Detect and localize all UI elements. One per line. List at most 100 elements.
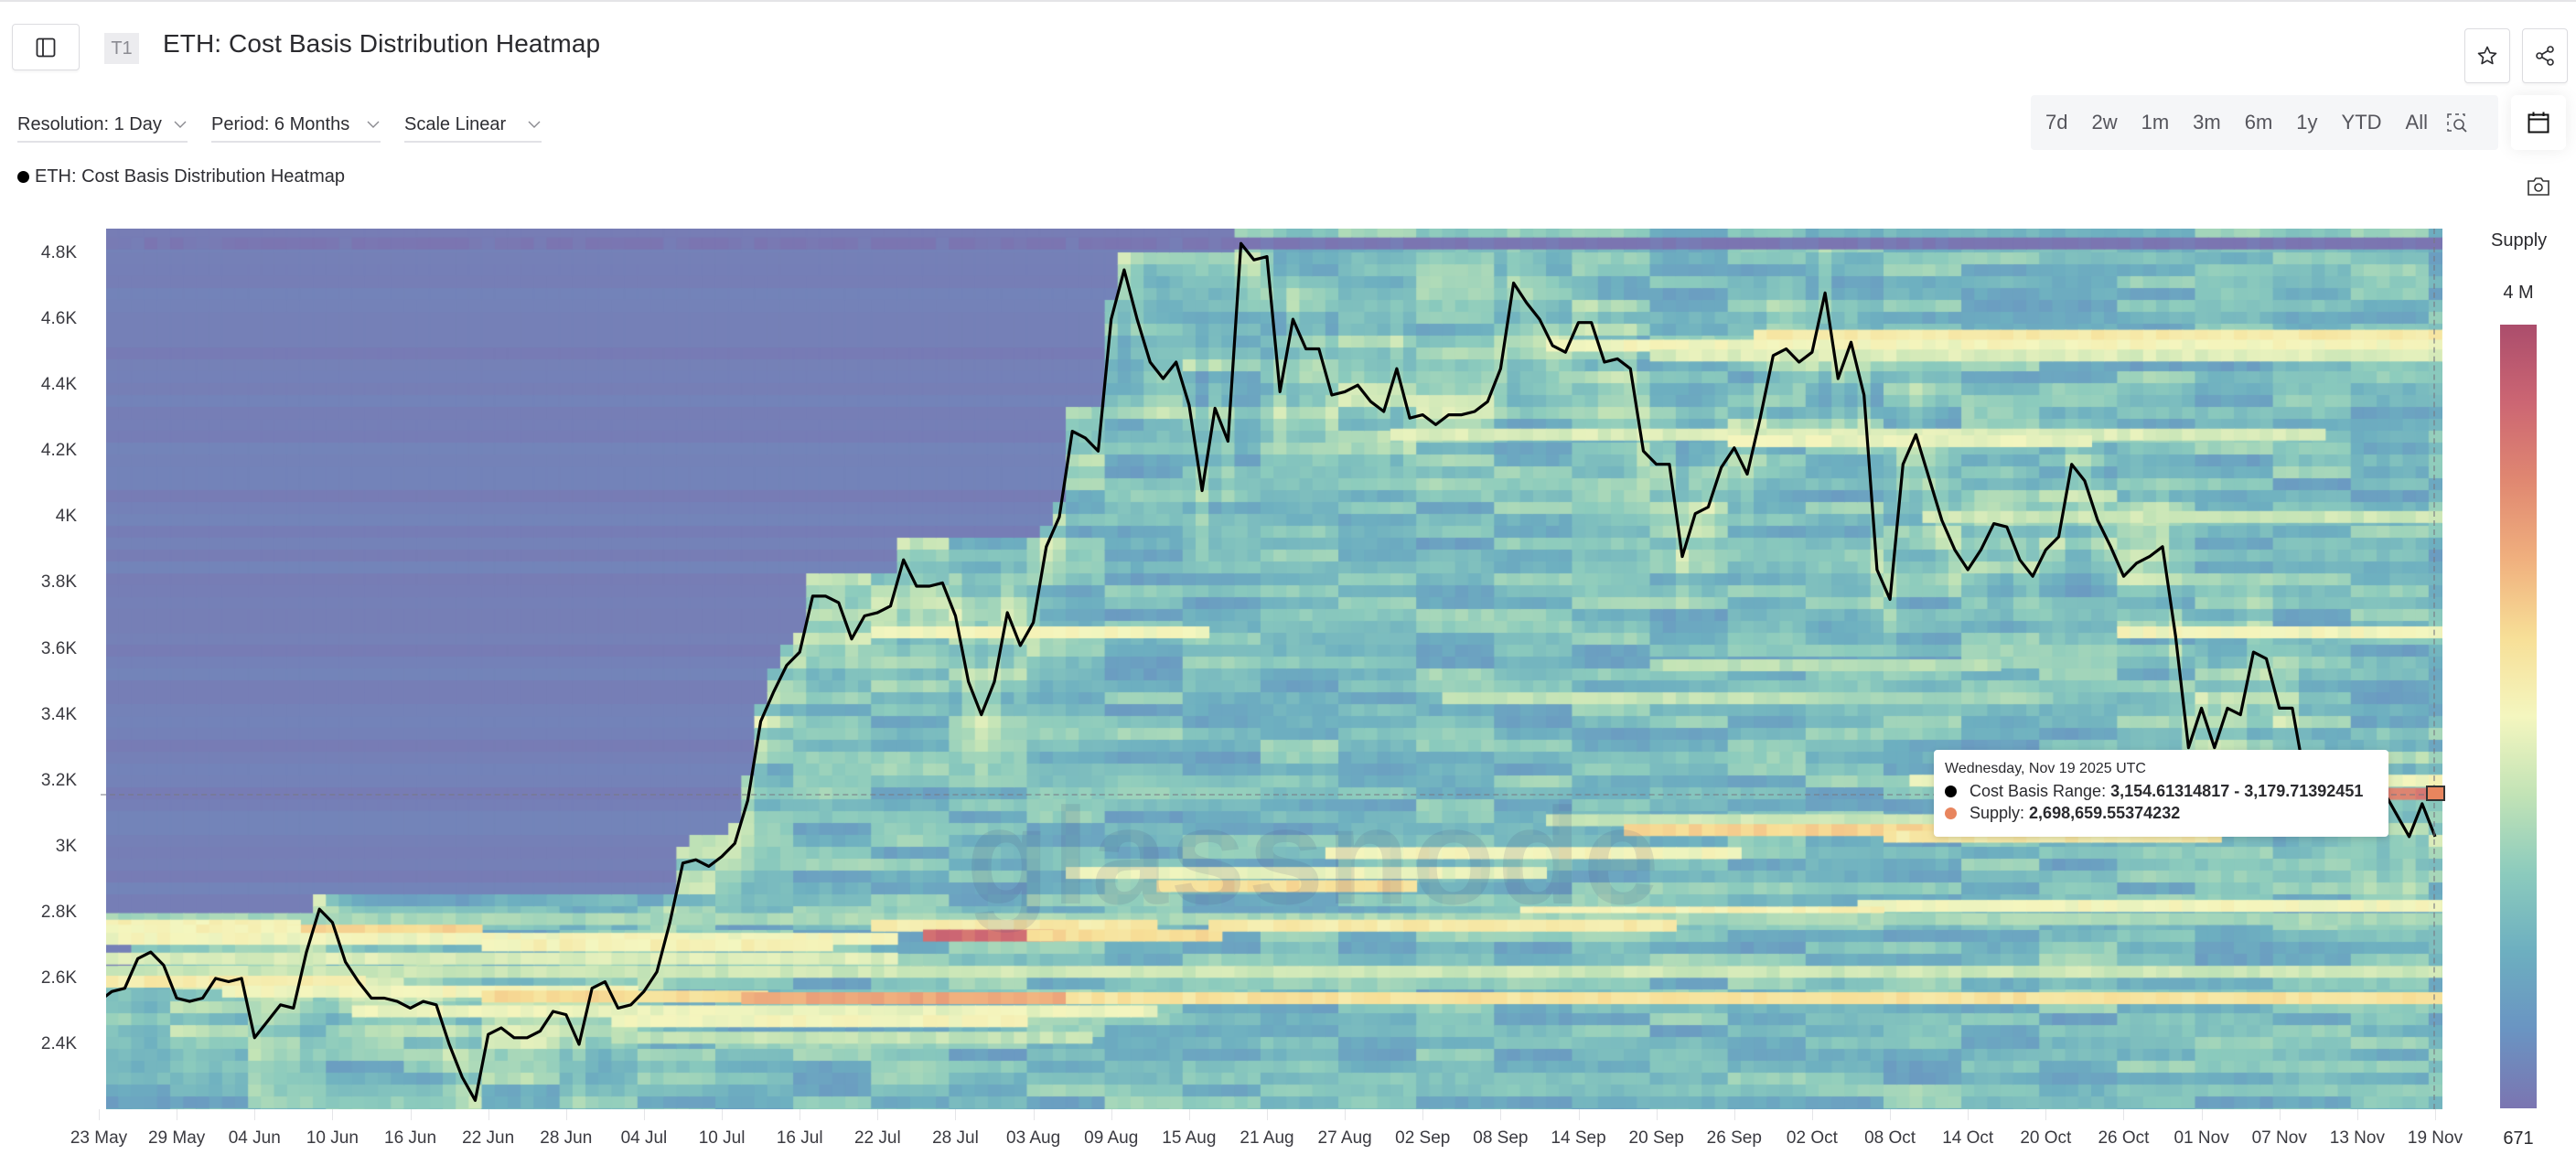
x-tick-label: 15 Aug	[1162, 1128, 1217, 1148]
x-tick-mark	[2435, 1109, 2436, 1120]
y-tick-label: 3.6K	[40, 638, 77, 658]
x-tick-mark	[565, 1109, 567, 1120]
resolution-dropdown[interactable]: Resolution: 1 Day	[17, 108, 188, 143]
range-2w[interactable]: 2w	[2091, 111, 2118, 134]
x-tick-mark	[1578, 1109, 1580, 1120]
x-tick-label: 20 Sep	[1628, 1128, 1684, 1148]
y-tick-label: 4.2K	[40, 441, 77, 461]
scale-label: Scale Linear	[404, 113, 507, 134]
x-tick-label: 16 Jun	[384, 1128, 437, 1148]
x-tick-label: 09 Aug	[1084, 1128, 1139, 1148]
range-1m[interactable]: 1m	[2141, 111, 2170, 134]
x-tick-label: 02 Sep	[1395, 1128, 1451, 1148]
cost-basis-heatmap	[106, 229, 2442, 1109]
tier-badge: T1	[104, 33, 139, 64]
chevron-down-icon	[174, 121, 187, 128]
y-tick-label: 3K	[55, 836, 77, 856]
x-tick-label: 02 Oct	[1786, 1128, 1838, 1148]
sidebar-toggle-button[interactable]	[12, 24, 80, 70]
x-tick-mark	[1968, 1109, 1970, 1120]
crosshair-vertical	[2433, 229, 2435, 1109]
price-line	[106, 241, 2437, 1102]
y-tick-label: 2.8K	[40, 902, 77, 922]
x-tick-mark	[1188, 1109, 1190, 1120]
x-tick-mark	[2201, 1109, 2203, 1120]
scale-dropdown[interactable]: Scale Linear	[404, 108, 542, 143]
sidebar-icon	[36, 37, 56, 57]
tooltip-supply-value: 2,698,659.55374232	[2029, 804, 2181, 822]
x-tick-label: 20 Oct	[2020, 1128, 2072, 1148]
x-tick-mark	[2045, 1109, 2047, 1120]
x-tick-mark	[1500, 1109, 1502, 1120]
range-3m[interactable]: 3m	[2193, 111, 2221, 134]
x-tick-label: 28 Jul	[932, 1128, 979, 1148]
x-tick-mark	[1033, 1109, 1035, 1120]
x-tick-label: 26 Oct	[2098, 1128, 2150, 1148]
y-tick-label: 4.4K	[40, 375, 77, 395]
x-tick-mark	[955, 1109, 957, 1120]
resolution-label: Resolution: 1 Day	[17, 113, 162, 134]
tooltip-range-label: Cost Basis Range:	[1970, 782, 2107, 800]
chart-legend[interactable]: ETH: Cost Basis Distribution Heatmap	[17, 166, 345, 187]
share-icon	[2536, 46, 2554, 66]
x-tick-label: 27 Aug	[1317, 1128, 1372, 1148]
range-ytd[interactable]: YTD	[2341, 111, 2382, 134]
range-6m[interactable]: 6m	[2244, 111, 2273, 134]
chevron-down-icon	[367, 121, 380, 128]
y-tick-label: 3.8K	[40, 572, 77, 593]
favorite-button[interactable]	[2464, 28, 2510, 83]
x-tick-mark	[2356, 1109, 2358, 1120]
x-tick-label: 04 Jun	[228, 1128, 281, 1148]
x-tick-mark	[332, 1109, 334, 1120]
legend-dot-icon	[17, 171, 29, 183]
orange-dot-icon	[1945, 807, 1957, 819]
x-tick-mark	[1656, 1109, 1658, 1120]
chevron-down-icon	[528, 121, 541, 128]
x-tick-label: 10 Jun	[306, 1128, 359, 1148]
x-tick-mark	[1890, 1109, 1892, 1120]
zoom-select-icon[interactable]	[2446, 112, 2468, 134]
x-tick-label: 13 Nov	[2329, 1128, 2385, 1148]
time-range-selector: 7d 2w 1m 3m 6m 1y YTD All	[2031, 95, 2498, 150]
x-tick-label: 26 Sep	[1706, 1128, 1762, 1148]
tooltip-range-row: Cost Basis Range: 3,154.61314817 - 3,179…	[1945, 782, 2377, 801]
x-tick-label: 14 Sep	[1551, 1128, 1606, 1148]
period-label: Period: 6 Months	[211, 113, 350, 134]
x-tick-label: 08 Oct	[1864, 1128, 1916, 1148]
x-tick-label: 22 Jun	[462, 1128, 515, 1148]
camera-icon[interactable]	[2527, 176, 2550, 198]
y-tick-label: 4K	[55, 507, 77, 527]
range-1y[interactable]: 1y	[2296, 111, 2318, 134]
legend-label: ETH: Cost Basis Distribution Heatmap	[35, 166, 346, 187]
top-border	[0, 0, 2576, 2]
y-tick-label: 4.8K	[40, 243, 77, 263]
range-all[interactable]: All	[2405, 111, 2428, 134]
x-tick-label: 04 Jul	[620, 1128, 668, 1148]
heatmap-plot-area[interactable]: glassnode	[106, 229, 2442, 1109]
y-tick-label: 4.6K	[40, 309, 77, 329]
calendar-button[interactable]	[2511, 95, 2566, 150]
tooltip-date: Wednesday, Nov 19 2025 UTC	[1945, 761, 2146, 776]
x-tick-mark	[1111, 1109, 1112, 1120]
y-tick-label: 2.6K	[40, 968, 77, 988]
period-dropdown[interactable]: Period: 6 Months	[211, 108, 381, 143]
page-title: ETH: Cost Basis Distribution Heatmap	[163, 29, 601, 58]
x-tick-label: 08 Sep	[1473, 1128, 1529, 1148]
colorbar-title: Supply	[2491, 230, 2548, 251]
x-tick-label: 19 Nov	[2407, 1128, 2463, 1148]
x-tick-label: 10 Jul	[698, 1128, 746, 1148]
range-7d[interactable]: 7d	[2045, 111, 2068, 134]
calendar-icon	[2528, 112, 2549, 134]
tooltip-supply-row: Supply: 2,698,659.55374232	[1945, 804, 2377, 823]
x-tick-label: 29 May	[147, 1128, 206, 1148]
x-tick-mark	[254, 1109, 256, 1120]
tooltip-range-value: 3,154.61314817 - 3,179.71392451	[2110, 782, 2364, 800]
y-tick-label: 3.2K	[40, 770, 77, 790]
hover-cell-marker	[2426, 786, 2445, 801]
share-button[interactable]	[2522, 28, 2568, 83]
colorbar-min-label: 671	[2503, 1128, 2534, 1149]
x-tick-mark	[722, 1109, 724, 1120]
x-tick-label: 14 Oct	[1942, 1128, 1994, 1148]
hover-tooltip: Wednesday, Nov 19 2025 UTC Cost Basis Ra…	[1934, 750, 2388, 837]
x-tick-mark	[1733, 1109, 1735, 1120]
